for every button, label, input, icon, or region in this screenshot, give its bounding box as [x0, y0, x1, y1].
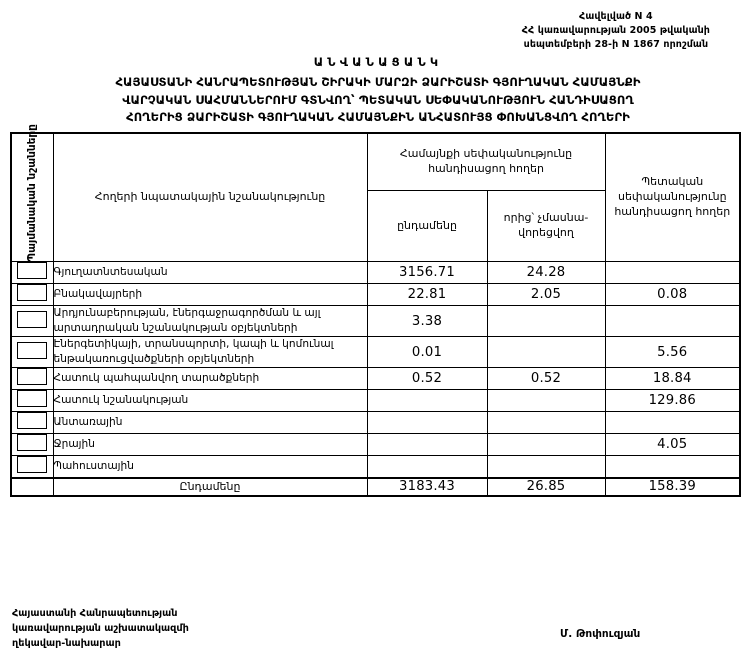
- header-row-1: Պայմանական նշանները Հողերի նպատակային նշ…: [10, 124, 741, 262]
- table-row: Ջրային 4.05: [10, 433, 741, 457]
- annex-number: Հավելված N 4: [579, 11, 653, 22]
- document-reference-block: Հավելված N 4 ՀՀ կառավարության 2005 թվակա…: [522, 10, 710, 51]
- table-row: Հատուկ պահպանվող տարածքների 0.52 0.52 18…: [10, 367, 741, 391]
- row-community-total: 22.81: [366, 283, 488, 306]
- row-symbol-cell: [10, 411, 54, 435]
- header-row-2: ընդամենը որից՝ չմասնա- վորեցվող: [11, 190, 740, 262]
- table-total-row: Ընդամենը 3183.43 26.85 158.39: [10, 477, 741, 497]
- subtitle-line-3: ՀՈՂԵՐԻՑ ՁԱՐԻՇԱՏԻ ԳՅՈՒՂԱԿԱՆ ՀԱՄԱՅՆՔԻՆ ԱՆՀ…: [126, 110, 630, 125]
- row-land-purpose: Անտառային: [52, 411, 368, 435]
- row-state-property: [604, 411, 741, 435]
- row-symbol-cell: [10, 261, 54, 284]
- row-community-total: [366, 455, 488, 479]
- legend-symbol-box: [17, 284, 48, 301]
- header-symbols-label: Պայմանական նշանները: [26, 123, 39, 262]
- table-head: Պայմանական նշանները Հողերի նպատակային նշ…: [10, 124, 741, 262]
- header-land-purpose: Հողերի նպատակային նշանակությունը: [52, 132, 368, 262]
- total-symbol-cell: [10, 477, 54, 497]
- row-land-purpose: Հատուկ պահպանվող տարածքների: [52, 367, 368, 391]
- decree-line-1: ՀՀ կառավարության 2005 թվականի: [521, 24, 710, 36]
- page-title: ԱՆՎԱՆԱՑԱՆԿ: [313, 55, 443, 69]
- footer-signatory-block: Հայաստանի Հանրապետության կառավարության ա…: [12, 606, 189, 651]
- row-state-property: [604, 304, 741, 338]
- table-body: Գյուղատնտեսական 3156.71 24.28 Բնակավայրե…: [10, 261, 741, 497]
- row-community-total: [366, 433, 488, 457]
- legend-symbol-box: [17, 412, 48, 430]
- row-community-total: 3.38: [366, 304, 488, 338]
- legend-symbol-box: [17, 390, 48, 408]
- row-community-total: 0.01: [366, 336, 488, 369]
- row-community-unassigned: [486, 455, 606, 479]
- row-symbol-cell: [10, 304, 54, 338]
- total-community-total: 3183.43: [366, 477, 488, 497]
- row-state-property: [604, 261, 741, 284]
- row-land-purpose: Ջրային: [52, 433, 368, 457]
- header-community-unassigned: որից՝ չմասնա- վորեցվող: [486, 190, 606, 262]
- land-allocation-table: Պայմանական նշանները Հողերի նպատակային նշ…: [10, 124, 742, 497]
- table-row: Հատուկ նշանակության 129.86: [10, 389, 741, 413]
- row-land-purpose: Պահուստային: [52, 455, 368, 479]
- footer-line-2: կառավարության աշխատակազմի: [12, 623, 189, 635]
- legend-symbol-box: [17, 341, 48, 359]
- row-community-total: [366, 411, 488, 435]
- decree-line-2: սեպտեմբերի 28-ի N 1867 որոշման: [523, 38, 709, 50]
- row-state-property: 0.08: [604, 283, 741, 306]
- footer-line-1: Հայաստանի Հանրապետության: [12, 608, 178, 619]
- row-state-property: 18.84: [604, 367, 741, 391]
- table-row: Գյուղատնտեսական 3156.71 24.28: [10, 261, 741, 284]
- subtitle-line-1: ՀԱՅԱՍՏԱՆԻ ՀԱՆՐԱՊԵՏՈՒԹՅԱՆ ՇԻՐԱԿԻ ՄԱՐԶԻ ՁԱ…: [115, 75, 641, 89]
- header-community-total: ընդամենը: [366, 190, 488, 262]
- row-community-unassigned: 0.52: [486, 367, 606, 391]
- header-symbols: Պայմանական նշանները: [10, 123, 54, 262]
- table-row: Պահուստային: [10, 455, 741, 479]
- table-row: Բնակավայրերի 22.81 2.05 0.08: [10, 283, 741, 306]
- row-state-property: [604, 455, 741, 479]
- row-land-purpose: Գյուղատնտեսական: [52, 261, 368, 284]
- row-symbol-cell: [10, 336, 54, 369]
- row-community-total: 3156.71: [366, 261, 488, 284]
- row-community-unassigned: [486, 411, 606, 435]
- row-community-total: [366, 389, 488, 413]
- table-row: Անտառային: [10, 411, 741, 435]
- legend-symbol-box: [17, 262, 48, 279]
- total-community-unassigned: 26.85: [486, 477, 606, 497]
- table-row: Էներգետիկայի, տրանսպորտի, կապի և կոմունա…: [10, 336, 741, 369]
- signature-name: Մ. Թոփուզյան: [560, 628, 641, 640]
- row-community-unassigned: [486, 336, 606, 369]
- land-allocation-table-wrapper: Պայմանական նշանները Հողերի նպատակային նշ…: [10, 124, 742, 497]
- total-row-label: Ընդամենը: [52, 477, 368, 497]
- row-land-purpose: Բնակավայրերի: [52, 283, 368, 306]
- row-community-unassigned: [486, 389, 606, 413]
- row-community-total: 0.52: [366, 367, 488, 391]
- row-state-property: 5.56: [604, 336, 741, 369]
- row-land-purpose: Էներգետիկայի, տրանսպորտի, կապի և կոմունա…: [52, 336, 368, 369]
- header-community-unassigned-line1: որից՝ չմասնա-: [503, 211, 589, 225]
- row-community-unassigned: 24.28: [486, 261, 606, 284]
- table-row: Արդյունաբերության, էներգաջրագործման և այ…: [10, 304, 741, 338]
- row-community-unassigned: 2.05: [486, 283, 606, 306]
- row-land-purpose: Հատուկ նշանակության: [52, 389, 368, 413]
- row-land-purpose: Արդյունաբերության, էներգաջրագործման և այ…: [52, 304, 368, 338]
- total-state-property: 158.39: [604, 477, 741, 497]
- row-state-property: 129.86: [604, 389, 741, 413]
- page-subtitle: ՀԱՅԱՍՏԱՆԻ ՀԱՆՐԱՊԵՏՈՒԹՅԱՆ ՇԻՐԱԿԻ ՄԱՐԶԻ ՁԱ…: [0, 74, 756, 127]
- legend-symbol-box: [17, 310, 48, 328]
- subtitle-line-2: ՎԱՐՉԱԿԱՆ ՍԱՀՄԱՆՆԵՐՈՒՄ ԳՏՆՎՈՂ՝ ՊԵՏԱԿԱՆ ՍԵ…: [122, 92, 634, 107]
- row-symbol-cell: [10, 455, 54, 479]
- header-community-property-group: Համայնքի սեփականությունը հանդիսացող հողե…: [366, 132, 606, 191]
- footer-line-3: ղեկավար-նախարար: [12, 638, 121, 650]
- row-symbol-cell: [10, 367, 54, 391]
- legend-symbol-box: [17, 434, 48, 452]
- row-community-unassigned: [486, 433, 606, 457]
- legend-symbol-box: [17, 368, 48, 386]
- legend-symbol-box: [17, 456, 48, 474]
- header-community-unassigned-line2: վորեցվող: [518, 226, 574, 239]
- header-state-property: Պետական սեփականությունը հանդիսացող հողեր: [604, 132, 741, 262]
- row-community-unassigned: [486, 304, 606, 338]
- row-symbol-cell: [10, 389, 54, 413]
- row-symbol-cell: [10, 283, 54, 306]
- row-state-property: 4.05: [604, 433, 741, 457]
- row-symbol-cell: [10, 433, 54, 457]
